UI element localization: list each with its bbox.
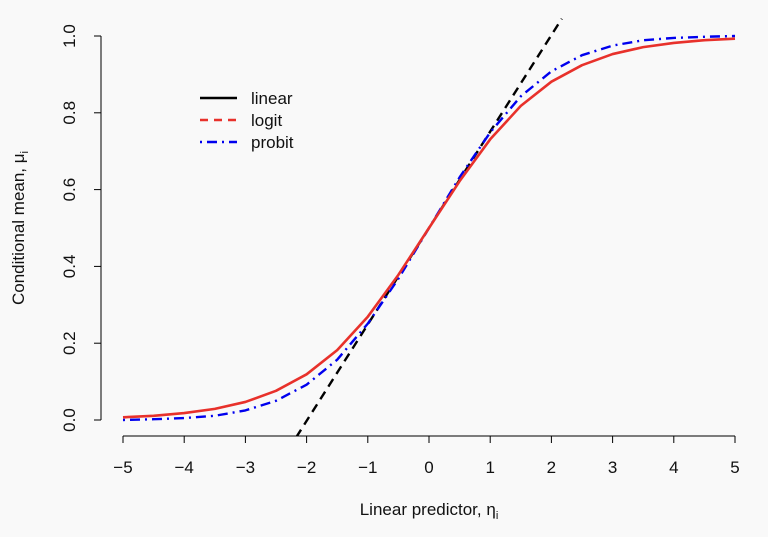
x-tick-label: 1: [485, 458, 494, 477]
y-tick-label: 0.4: [60, 255, 79, 279]
x-tick-label: −3: [236, 458, 255, 477]
legend-label-logit: logit: [251, 111, 282, 130]
x-tick-label: 5: [730, 458, 739, 477]
x-tick-label: −2: [297, 458, 316, 477]
series-lines: [122, 18, 736, 436]
y-tick-label: 0.0: [60, 408, 79, 432]
y-axis-title: Conditional mean, μi: [9, 151, 31, 305]
x-axis-title: Linear predictor, ηi: [360, 500, 499, 522]
x-tick-label: −1: [358, 458, 377, 477]
x-tick-label: −4: [175, 458, 194, 477]
axes: −5 −4 −3 −2 −1 0 1 2 3 4 5 0.0 0.2 0.4 0.6 0.8 1.0: [60, 24, 740, 477]
x-ticks: −5 −4 −3 −2 −1 0 1 2 3 4 5: [113, 436, 740, 477]
x-tick-label: 2: [547, 458, 556, 477]
x-tick-label: 3: [608, 458, 617, 477]
y-tick-label: 1.0: [60, 24, 79, 48]
legend-label-linear: linear: [251, 89, 293, 108]
x-tick-label: 4: [669, 458, 678, 477]
x-tick-label: −5: [113, 458, 132, 477]
legend: linear logit probit: [200, 89, 294, 152]
y-tick-label: 0.8: [60, 101, 79, 125]
y-tick-label: 0.6: [60, 178, 79, 202]
x-tick-label: 0: [424, 458, 433, 477]
y-tick-label: 0.2: [60, 331, 79, 355]
y-ticks: 0.0 0.2 0.4 0.6 0.8 1.0: [60, 24, 101, 432]
legend-label-probit: probit: [251, 133, 294, 152]
series-line-logit: [122, 37, 736, 419]
